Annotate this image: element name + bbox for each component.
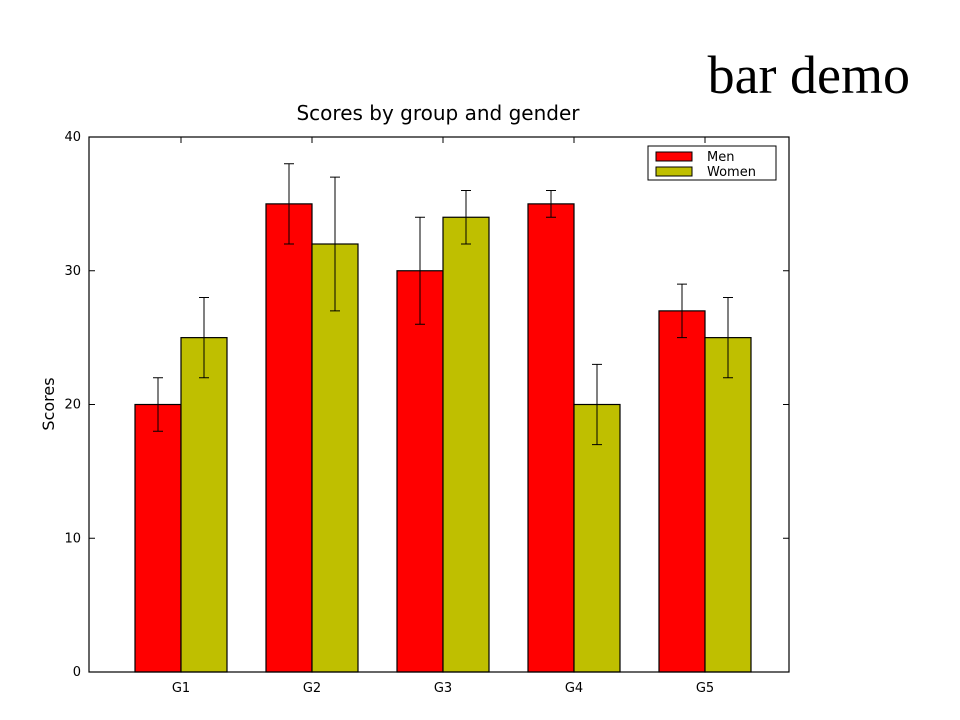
- x-tick-label-g1: G1: [172, 681, 190, 696]
- y-tick-label: 30: [64, 264, 81, 279]
- bars-layer: [134, 203, 752, 673]
- bar-men-g2: [265, 203, 313, 673]
- bar-men-g4: [527, 203, 575, 673]
- legend-label-men: Men: [707, 150, 734, 165]
- ticks-layer: 0 10 20 30 40 G1 G2 G3 G4 G5: [64, 130, 789, 696]
- bar-women-g1: [180, 337, 228, 673]
- bar-women-g5: [704, 337, 752, 673]
- legend-label-women: Women: [707, 165, 756, 180]
- bar-men-g5: [658, 310, 706, 673]
- x-tick-label-g5: G5: [696, 681, 714, 696]
- bar-women-g2: [311, 243, 359, 673]
- bar-men-g3: [396, 270, 444, 673]
- legend: Men Women: [647, 145, 777, 181]
- y-tick-label: 10: [64, 531, 81, 546]
- y-tick-label: 20: [64, 398, 81, 413]
- chart-title: Scores by group and gender: [296, 101, 580, 125]
- error-bars-layer: [153, 163, 733, 446]
- x-tick-label-g3: G3: [434, 681, 452, 696]
- y-tick-label: 40: [64, 130, 81, 145]
- y-tick-label: 0: [73, 665, 81, 680]
- y-axis-label: Scores: [39, 377, 58, 430]
- x-tick-label-g2: G2: [303, 681, 321, 696]
- bar-men-g1: [134, 403, 182, 673]
- bar-women-g3: [442, 216, 490, 673]
- legend-swatch-women: [655, 166, 693, 177]
- legend-swatch-men: [655, 151, 693, 162]
- slide-title: bar demo: [707, 45, 910, 105]
- x-tick-label-g4: G4: [565, 681, 583, 696]
